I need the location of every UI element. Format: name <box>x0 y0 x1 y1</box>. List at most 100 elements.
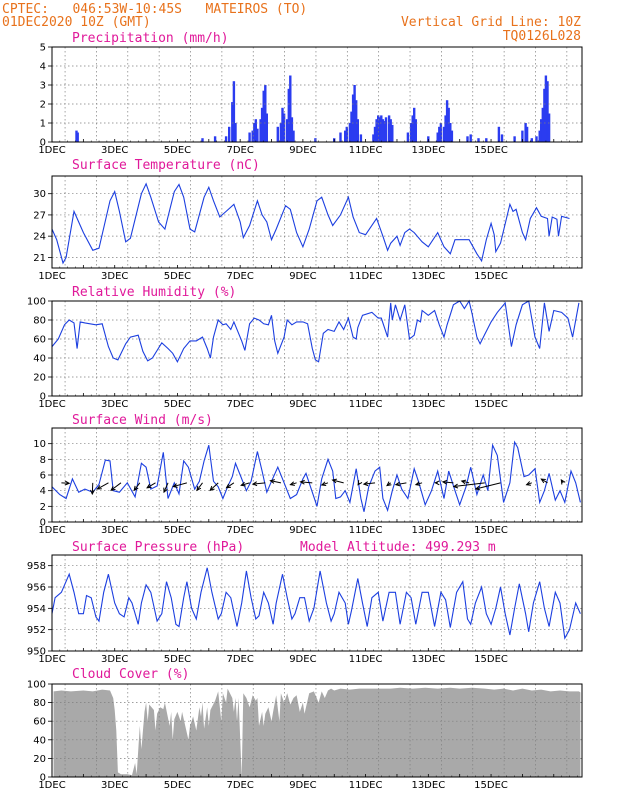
wind-arrow <box>453 482 485 488</box>
x-tick-label: 1DEC <box>38 654 65 665</box>
precip-bar <box>500 134 504 142</box>
panel-surface-pressure: 950 952 954 956 958 1DEC 3DEC 5DEC 7DEC 9DEC 11DEC… <box>27 540 583 665</box>
x-tick-label: 15DEC <box>474 271 508 282</box>
y-tick-label: 950 <box>27 647 46 658</box>
panel-surface-wind: 0 2 4 6 8 10 1DEC 3DEC 5DEC 7DEC 9DEC 11DEC 13DEC 15D… <box>33 413 583 536</box>
precip-bar <box>521 130 524 142</box>
x-tick-label: 15DEC <box>474 525 508 536</box>
y-tick-label: 20 <box>33 754 46 765</box>
y-tick-label: 21 <box>33 253 46 264</box>
y-tick-label: 5 <box>40 43 46 54</box>
precip-bar <box>380 115 383 142</box>
x-tick-label: 11DEC <box>349 399 383 410</box>
precip-bar <box>513 136 516 142</box>
precip-bar <box>541 107 544 142</box>
precip-bar <box>356 119 359 142</box>
y-tick-label: 20 <box>33 373 46 384</box>
wind-arrow-head <box>225 483 231 489</box>
rh-line <box>51 299 580 364</box>
header-model-code: TQ0126L028 <box>503 29 581 44</box>
y-tick-label: 1 <box>40 119 46 130</box>
precip-bar <box>406 132 410 142</box>
precip-bar <box>387 115 391 142</box>
wind-arrow-head <box>394 481 401 487</box>
y-tick-label: 956 <box>27 583 46 594</box>
y-tick-label: 80 <box>33 698 46 709</box>
y-tick-label: 100 <box>27 297 46 308</box>
wind-arrow <box>475 482 501 490</box>
panel-title: Relative Humidity (%) <box>72 285 236 300</box>
precip-bar <box>466 136 469 142</box>
precip-bar <box>292 130 295 142</box>
wind-arrow <box>97 482 109 490</box>
precip-bar <box>232 81 236 142</box>
plot-frame <box>51 300 583 397</box>
wind-arrow-head <box>240 481 246 487</box>
precip-bar <box>384 117 388 142</box>
precip-bar <box>231 102 234 142</box>
precip-bar <box>276 126 279 142</box>
wind-arrow <box>196 482 203 491</box>
wind-arrow <box>252 482 266 485</box>
precip-bar <box>351 94 355 142</box>
wind-arrow-head <box>320 481 327 486</box>
y-tick-label: 4 <box>40 62 46 73</box>
precip-bar <box>345 126 348 142</box>
y-tick-label: 0 <box>40 518 46 529</box>
precip-bar <box>251 130 254 142</box>
wind-arrow <box>442 481 454 484</box>
header-run-time: 01DEC2020 10Z (GMT) <box>2 15 151 30</box>
y-tick-label: 60 <box>33 335 46 346</box>
precip-bar <box>381 119 385 142</box>
precip-bar <box>350 111 353 142</box>
y-tick-label: 8 <box>40 455 46 466</box>
wind-arrow-head <box>96 485 102 490</box>
wind-arrow <box>270 480 282 484</box>
x-tick-label: 9DEC <box>289 271 316 282</box>
precip-bar <box>359 134 363 142</box>
x-tick-label: 7DEC <box>226 145 253 156</box>
wind-arrow <box>395 482 407 486</box>
wind-arrow-head <box>299 479 305 485</box>
x-tick-label: 7DEC <box>226 525 253 536</box>
x-tick-label: 9DEC <box>289 780 316 791</box>
panel-title: Cloud Cover (%) <box>72 667 189 682</box>
precip-bar <box>547 113 551 142</box>
precip-bar <box>436 132 439 142</box>
wind-arrow-head <box>110 486 116 491</box>
precip-bar <box>409 123 413 142</box>
precip-bar <box>353 85 356 142</box>
precip-bar <box>530 138 533 142</box>
wind-line <box>51 440 581 513</box>
panel-title: Precipitation (mm/h) <box>72 31 229 46</box>
y-tick-label: 60 <box>33 717 46 728</box>
precip-bar <box>439 123 443 142</box>
header-grid-note: Vertical Grid Line: 10Z <box>401 15 581 30</box>
x-tick-label: 5DEC <box>164 780 191 791</box>
panel-precipitation: 0 1 2 3 4 5 1DEC 3DEC 5DEC 7DEC 9DEC 11DEC 13DEC 15DE… <box>38 31 583 156</box>
wind-arrow-head <box>386 481 392 487</box>
wind-arrow-head <box>357 480 363 486</box>
x-tick-label: 13DEC <box>411 399 445 410</box>
precip-bar <box>497 126 501 142</box>
x-tick-label: 5DEC <box>164 654 191 665</box>
x-tick-label: 11DEC <box>349 145 383 156</box>
wind-arrow-head <box>460 479 467 485</box>
y-tick-label: 2 <box>40 100 46 111</box>
x-tick-label: 13DEC <box>411 145 445 156</box>
x-tick-label: 15DEC <box>474 780 508 791</box>
x-tick-label: 5DEC <box>164 399 191 410</box>
precip-bar <box>538 130 541 142</box>
x-tick-label: 11DEC <box>349 525 383 536</box>
panel-cloud-cover: 0 20 40 60 80 100 1DEC 3DEC 5DEC 7DEC 9DEC 11DEC 13D… <box>27 667 583 791</box>
wind-arrow-head <box>163 487 168 494</box>
precip-bar <box>535 136 538 142</box>
precip-bar <box>256 128 259 142</box>
precip-bar <box>282 113 286 142</box>
precip-bar <box>224 136 228 142</box>
x-tick-label: 9DEC <box>289 654 316 665</box>
plot-frame <box>51 175 583 269</box>
wind-arrow-head <box>434 480 440 486</box>
x-tick-label: 1DEC <box>38 399 65 410</box>
wind-arrow <box>332 479 344 484</box>
